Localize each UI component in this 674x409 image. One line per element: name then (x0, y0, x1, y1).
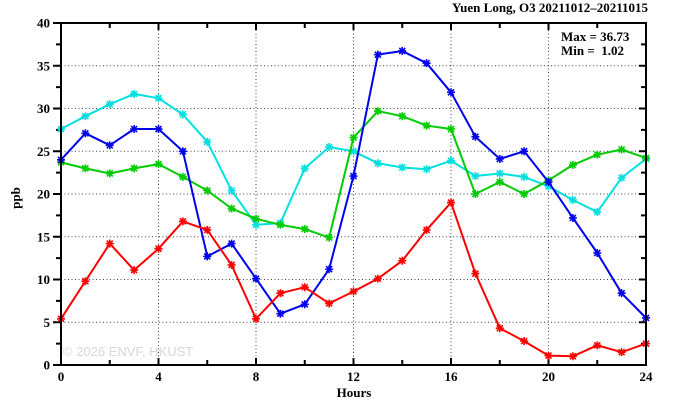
y-tick-label: 0 (44, 358, 51, 373)
chart-title: Yuen Long, O3 20211012–20211015 (452, 0, 649, 15)
y-axis-label: ppb (8, 187, 23, 209)
x-tick-label: 12 (347, 369, 360, 384)
x-tick-label: 16 (445, 369, 459, 384)
plot-frame (60, 22, 647, 366)
x-tick-label: 24 (640, 369, 654, 384)
annotation-min: Min = 1.02 (561, 43, 624, 58)
annotation-max: Max = 36.73 (561, 29, 630, 44)
y-tick-label: 30 (37, 101, 50, 116)
x-tick-label: 8 (253, 369, 260, 384)
tick-label-layer: 0 5 10 15 20 25 30 35 40 0 4 8 12 16 20 24 (37, 16, 653, 385)
y-tick-label: 40 (37, 16, 50, 31)
y-tick-label: 25 (37, 144, 51, 159)
series-red (57, 198, 650, 361)
y-tick-label: 5 (44, 315, 51, 330)
series-cyan (57, 89, 650, 229)
y-tick-label: 15 (37, 229, 51, 244)
y-tick-label: 20 (37, 187, 50, 202)
grid-layer (61, 23, 646, 365)
x-tick-label: 0 (58, 369, 65, 384)
series-blue (57, 46, 650, 322)
x-axis-label: Hours (337, 385, 372, 400)
x-tick-label: 4 (155, 369, 162, 384)
y-tick-label: 10 (37, 272, 50, 287)
x-tick-label: 20 (542, 369, 555, 384)
series-layer (57, 46, 650, 361)
watermark-text: © 2026 ENVF, HKUST (63, 344, 193, 359)
y-tick-label: 35 (37, 58, 51, 73)
